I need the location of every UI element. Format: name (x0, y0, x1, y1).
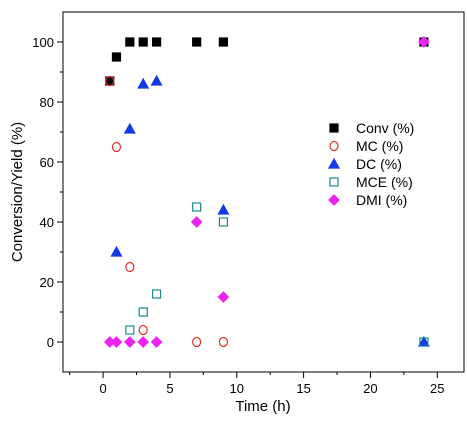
data-point (419, 337, 429, 347)
x-tick-label: 25 (430, 381, 444, 396)
y-axis-ticks: 0 20 40 60 80 100 (32, 35, 63, 350)
data-point (192, 202, 202, 212)
data-point (110, 336, 123, 348)
x-tick-label: 15 (296, 381, 310, 396)
x-tick-label: 0 (99, 381, 106, 396)
series-1-markers (105, 75, 228, 348)
x-tick-label: 20 (363, 381, 377, 396)
y-axis-label: Conversion/Yield (%) (9, 122, 26, 262)
y-tick-label: 0 (47, 335, 54, 350)
series-3-markers (125, 202, 429, 347)
legend-marker (329, 140, 339, 152)
data-point (123, 122, 136, 134)
legend-item: MC (%) (329, 138, 403, 154)
data-point (105, 75, 115, 87)
y-tick-label: 60 (40, 155, 54, 170)
series-0-markers (105, 37, 429, 86)
legend-item: DC (%) (327, 156, 402, 172)
data-point (151, 289, 162, 299)
legend-marker (329, 177, 339, 187)
y-tick-label: 20 (40, 275, 54, 290)
data-point (218, 336, 228, 348)
legend-label: MC (%) (356, 138, 403, 154)
y-tick-label: 100 (32, 35, 54, 50)
legend-item: Conv (%) (329, 120, 414, 136)
data-point (111, 52, 122, 62)
y-tick-label: 80 (40, 95, 54, 110)
data-point (125, 325, 135, 335)
data-point (123, 336, 136, 348)
legend-item: MCE (%) (329, 174, 413, 190)
x-axis-label: Time (h) (235, 398, 290, 415)
series-4-markers (103, 36, 430, 348)
legend-marker (328, 194, 340, 206)
data-markers (103, 36, 430, 348)
data-point (138, 324, 148, 336)
data-point (138, 307, 148, 317)
legend-label: DMI (%) (356, 192, 407, 208)
legend-item: DMI (%) (328, 192, 407, 208)
data-point (137, 336, 150, 348)
data-point (190, 216, 203, 228)
x-tick-label: 5 (166, 381, 173, 396)
series-2-markers (110, 74, 430, 347)
legend-label: Conv (%) (356, 120, 414, 136)
data-point (218, 37, 228, 47)
legend-label: DC (%) (356, 156, 402, 172)
data-point (111, 141, 122, 153)
data-point (137, 77, 150, 89)
data-point (217, 203, 230, 215)
legend-label: MCE (%) (356, 174, 413, 190)
data-point (151, 37, 162, 47)
data-point (192, 37, 202, 47)
x-axis-ticks: 0 5 10 15 20 25 (69, 372, 445, 396)
data-point (125, 37, 135, 47)
legend-marker (327, 157, 341, 169)
data-point (150, 74, 163, 86)
data-point (150, 336, 163, 348)
data-point (125, 261, 135, 273)
data-point (218, 217, 228, 227)
y-tick-label: 40 (40, 215, 54, 230)
data-point (110, 245, 123, 257)
data-point (217, 291, 230, 303)
data-point (138, 37, 148, 47)
data-point (192, 336, 202, 348)
legend: Conv (%) MC (%) DC (%) MCE (%) DMI (%) (327, 120, 414, 208)
x-tick-label: 10 (230, 381, 244, 396)
data-point (418, 36, 430, 48)
legend-marker (329, 123, 339, 133)
